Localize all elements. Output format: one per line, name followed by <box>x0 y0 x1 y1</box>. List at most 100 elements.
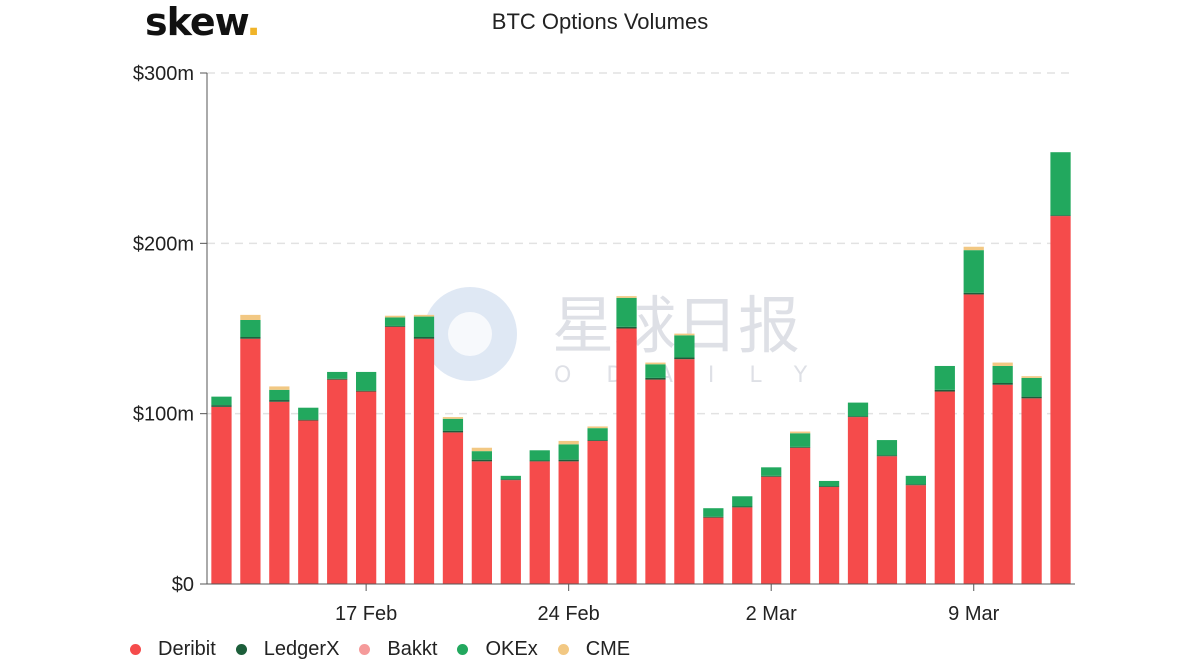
x-tick-label: 2 Mar <box>746 603 797 625</box>
bar-ledgerx <box>529 460 550 462</box>
bar-okex <box>587 428 608 441</box>
bar-deribit <box>558 461 579 584</box>
bar-cme <box>269 386 290 390</box>
bar-deribit <box>327 379 348 584</box>
bar-ledgerx <box>818 486 840 487</box>
bar-deribit <box>992 384 1013 584</box>
bar-deribit <box>674 359 695 584</box>
legend-dot-icon <box>359 644 371 655</box>
legend-item-bakkt[interactable]: Bakkt <box>359 638 437 661</box>
bar-okex <box>356 371 377 391</box>
legend-item-ledgerx[interactable]: LedgerX <box>235 638 340 661</box>
bar-cme <box>558 440 579 445</box>
legend-dot-icon <box>457 644 469 655</box>
x-tick-label: 9 Mar <box>948 603 999 625</box>
bar-okex <box>934 365 955 390</box>
bar-deribit <box>963 294 984 584</box>
bar-deribit <box>1021 398 1042 584</box>
grid-lines <box>207 72 1075 415</box>
bar-ledgerx <box>1021 396 1042 399</box>
legend-item-okex[interactable]: OKEx <box>457 638 538 661</box>
legend-label: LedgerX <box>263 638 340 660</box>
bar-okex <box>905 475 926 485</box>
bar-okex <box>992 365 1013 384</box>
bar-okex <box>529 450 550 461</box>
bar-okex <box>1050 152 1071 216</box>
bar-ledgerx <box>211 405 232 407</box>
legend-label: OKEx <box>485 638 538 660</box>
bar-cme <box>413 314 435 317</box>
bar-ledgerx <box>616 326 637 329</box>
bar-okex <box>645 364 666 378</box>
bar-deribit <box>587 440 608 584</box>
bar-ledgerx <box>269 400 290 402</box>
bar-okex <box>500 475 521 480</box>
legend-label: Deribit <box>158 638 216 660</box>
bar-cme <box>616 296 637 298</box>
bar-cme <box>240 314 261 320</box>
bar-cme <box>587 426 608 429</box>
bar-deribit <box>384 326 406 584</box>
y-tick-label: $0 <box>172 574 194 596</box>
bar-okex <box>269 389 290 401</box>
bar-deribit <box>616 328 637 584</box>
bar-okex <box>471 451 492 460</box>
bar-cme <box>1021 376 1042 378</box>
y-tick-label: $100m <box>133 404 194 426</box>
bar-okex <box>674 335 695 358</box>
bar-deribit <box>356 391 377 584</box>
bar-deribit <box>934 391 955 584</box>
legend-item-cme[interactable]: CME <box>557 638 631 661</box>
bar-deribit <box>298 420 319 584</box>
bar-cme <box>674 333 695 336</box>
bar-cme <box>992 362 1013 366</box>
bar-deribit <box>645 379 666 584</box>
bar-cme <box>442 417 464 419</box>
legend-dot-icon <box>235 644 247 655</box>
brand-dot: . <box>246 0 260 44</box>
bar-okex <box>818 480 840 487</box>
bar-ledgerx <box>1050 215 1071 217</box>
bar-deribit <box>269 401 290 584</box>
bar-ledgerx <box>934 389 955 392</box>
bar-ledgerx <box>905 484 926 486</box>
legend-label: CME <box>585 638 631 660</box>
brand-logo: skew. <box>145 0 261 44</box>
bar-okex <box>790 433 811 447</box>
bar-cme <box>384 315 406 318</box>
bars <box>211 152 1071 584</box>
bar-ledgerx <box>732 506 753 508</box>
legend-item-deribit[interactable]: Deribit <box>130 638 216 661</box>
bar-okex <box>298 407 319 420</box>
legend: Deribit LedgerX Bakkt OKEx CME <box>130 638 650 661</box>
legend-label: Bakkt <box>387 638 438 660</box>
bar-okex <box>963 250 984 293</box>
legend-dot-icon <box>130 644 141 655</box>
bar-cme <box>963 246 984 251</box>
bar-ledgerx <box>963 292 984 295</box>
bar-ledgerx <box>790 446 811 448</box>
bar-deribit <box>240 338 261 584</box>
bar-ledgerx <box>876 455 898 457</box>
bar-ledgerx <box>298 419 319 421</box>
bar-deribit <box>471 461 492 584</box>
watermark-en-text: ODAILY <box>554 363 842 388</box>
bar-okex <box>413 316 435 338</box>
bar-ledgerx <box>413 337 435 339</box>
bar-ledgerx <box>442 430 464 433</box>
bar-okex <box>384 317 406 326</box>
bar-okex <box>847 402 869 417</box>
bar-okex <box>558 444 579 460</box>
watermark-logo-inner <box>448 312 492 356</box>
bar-okex <box>327 371 348 379</box>
bar-okex <box>703 508 724 517</box>
bar-ledgerx <box>587 440 608 441</box>
bar-ledgerx <box>356 390 377 392</box>
bar-deribit <box>413 338 435 584</box>
bar-okex <box>211 396 232 406</box>
legend-dot-icon <box>557 644 569 655</box>
bar-okex <box>876 440 898 456</box>
bar-cme <box>645 362 666 365</box>
bar-okex <box>442 418 464 431</box>
